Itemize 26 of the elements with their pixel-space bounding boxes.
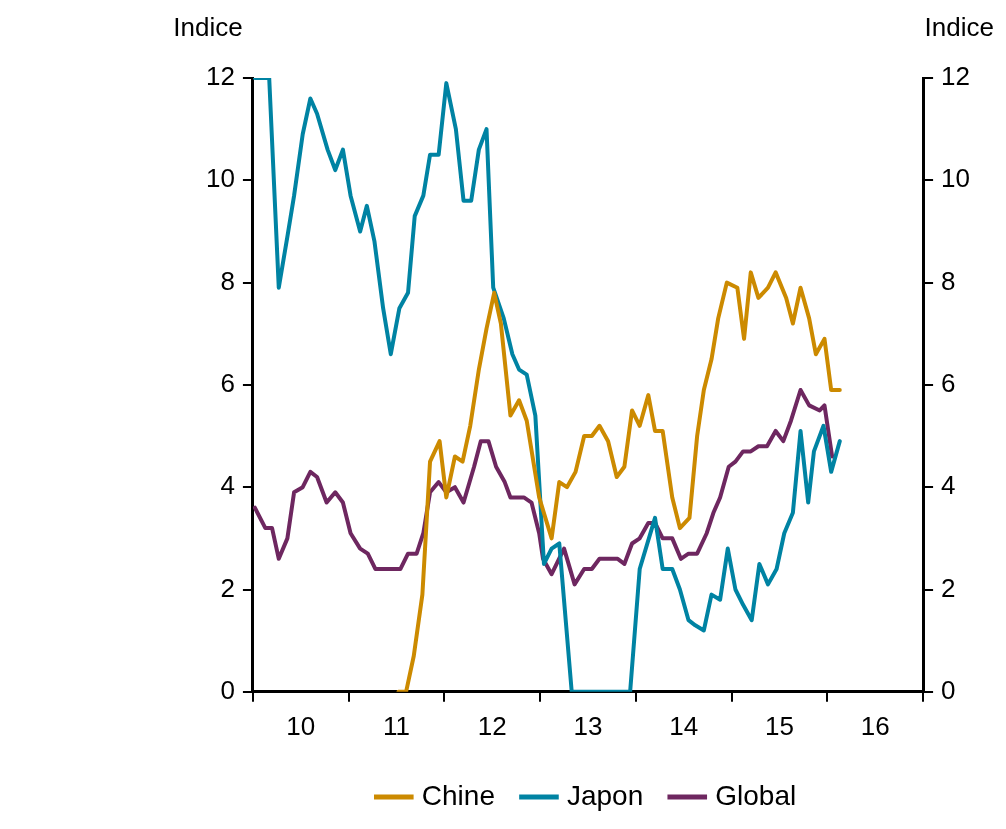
y-tick-label: 0 bbox=[220, 674, 235, 705]
x-tick-label: 10 bbox=[286, 710, 316, 741]
legend-label: Japon bbox=[566, 779, 644, 811]
y2-tick-label: 10 bbox=[941, 163, 970, 194]
x-tick-label: 12 bbox=[477, 710, 507, 741]
legend-label: Chine bbox=[421, 779, 495, 811]
y2-axis-title: Indice bbox=[924, 12, 994, 42]
y-tick-label: 8 bbox=[220, 265, 235, 296]
y2-tick-label: 0 bbox=[941, 674, 956, 705]
y2-tick-label: 4 bbox=[941, 470, 956, 501]
y-tick-label: 4 bbox=[220, 470, 235, 501]
x-tick-label: 11 bbox=[383, 710, 411, 741]
x-tick-label: 14 bbox=[669, 710, 699, 741]
y2-tick-label: 12 bbox=[941, 61, 970, 92]
y-axis-title: Indice bbox=[173, 12, 243, 42]
y-tick-label: 6 bbox=[220, 368, 235, 399]
x-tick-label: 15 bbox=[765, 710, 794, 741]
y2-tick-label: 8 bbox=[941, 265, 956, 296]
x-tick-label: 16 bbox=[860, 710, 890, 741]
x-tick-label: 13 bbox=[573, 710, 603, 741]
y-tick-label: 12 bbox=[206, 61, 235, 92]
y2-tick-label: 2 bbox=[941, 572, 956, 603]
y-tick-label: 10 bbox=[206, 163, 235, 194]
legend-label: Global bbox=[715, 779, 797, 811]
y2-tick-label: 6 bbox=[941, 368, 956, 399]
y-tick-label: 2 bbox=[220, 572, 235, 603]
